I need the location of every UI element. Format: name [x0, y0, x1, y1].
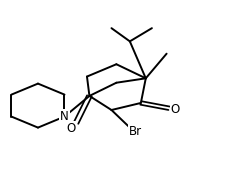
- Text: N: N: [60, 110, 69, 123]
- Text: O: O: [66, 122, 76, 135]
- Text: Br: Br: [129, 125, 142, 138]
- Text: O: O: [171, 103, 180, 116]
